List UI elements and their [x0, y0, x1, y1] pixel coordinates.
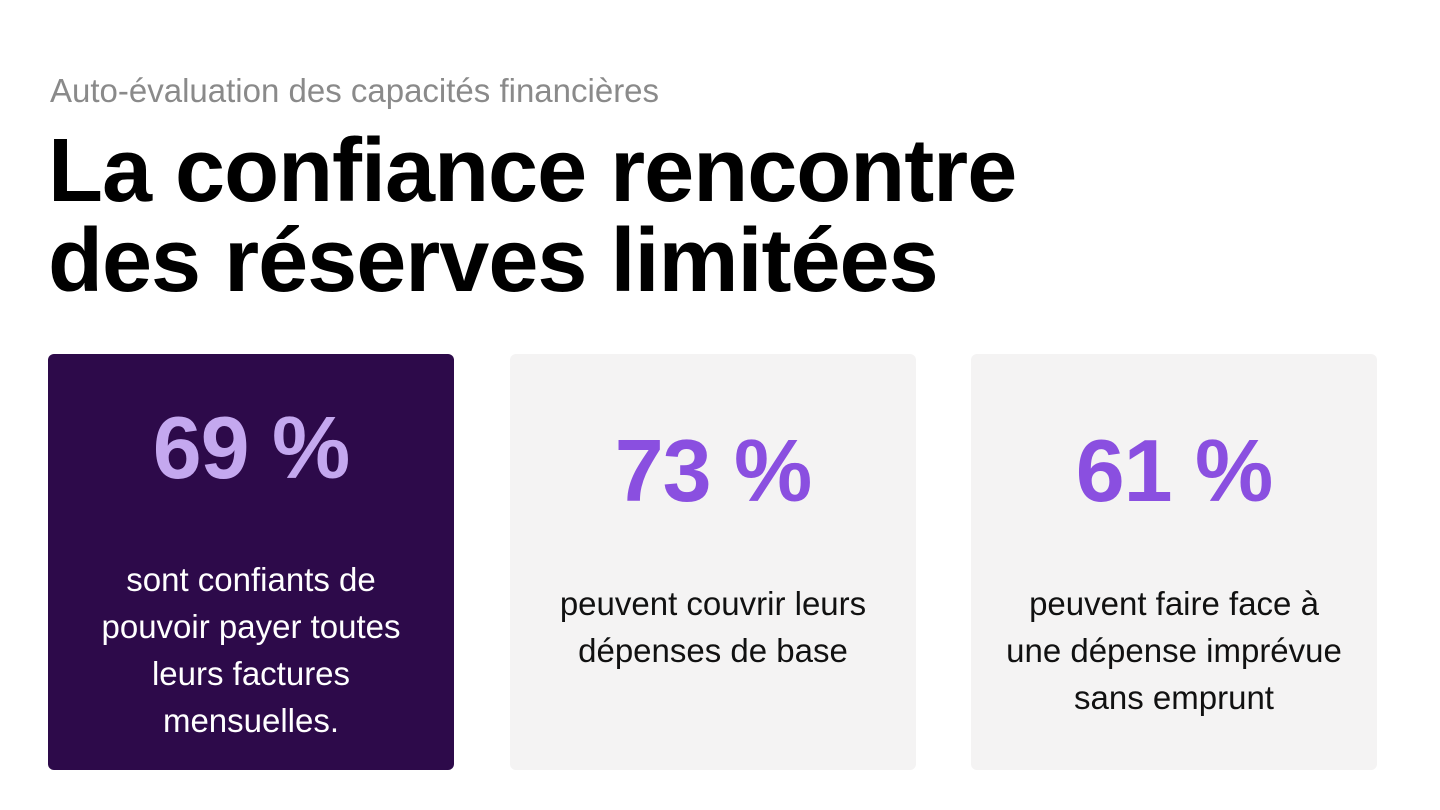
stat-description: peuvent couvrir leurs dépenses de base — [530, 580, 896, 674]
page-title: La confiance rencontre des réserves limi… — [48, 126, 1248, 306]
stat-value: 61 % — [1075, 421, 1274, 520]
page-title-line: des réserves limitées — [48, 211, 939, 311]
stat-description: sont confiants de pouvoir payer toutes l… — [68, 556, 434, 744]
stat-description-line: une dépense imprévue — [1006, 632, 1342, 669]
stat-description-line: dépenses de base — [578, 632, 848, 669]
stat-value: 69 % — [152, 398, 351, 497]
page-title-line: La confiance rencontre — [48, 121, 1017, 221]
stat-description-line: leurs factures — [151, 655, 351, 692]
stat-value: 73 % — [614, 421, 813, 520]
stat-card-basic-expenses: 73 % peuvent couvrir leurs dépenses de b… — [510, 354, 916, 770]
eyebrow-subtitle: Auto-évaluation des capacités financière… — [50, 72, 660, 109]
stat-description-line: peuvent couvrir leurs — [559, 585, 867, 622]
stat-description: peuvent faire face à une dépense imprévu… — [991, 580, 1357, 721]
stat-card-unexpected-expense: 61 % peuvent faire face à une dépense im… — [971, 354, 1377, 770]
stat-description-line: mensuelles. — [162, 702, 340, 739]
stat-description-line: pouvoir payer toutes — [101, 608, 401, 645]
stat-description-line: sans emprunt — [1074, 679, 1274, 716]
stat-card-bills-confidence: 69 % sont confiants de pouvoir payer tou… — [48, 354, 454, 770]
stat-description-line: peuvent faire face à — [1029, 585, 1319, 622]
stat-description-line: sont confiants de — [126, 561, 376, 598]
